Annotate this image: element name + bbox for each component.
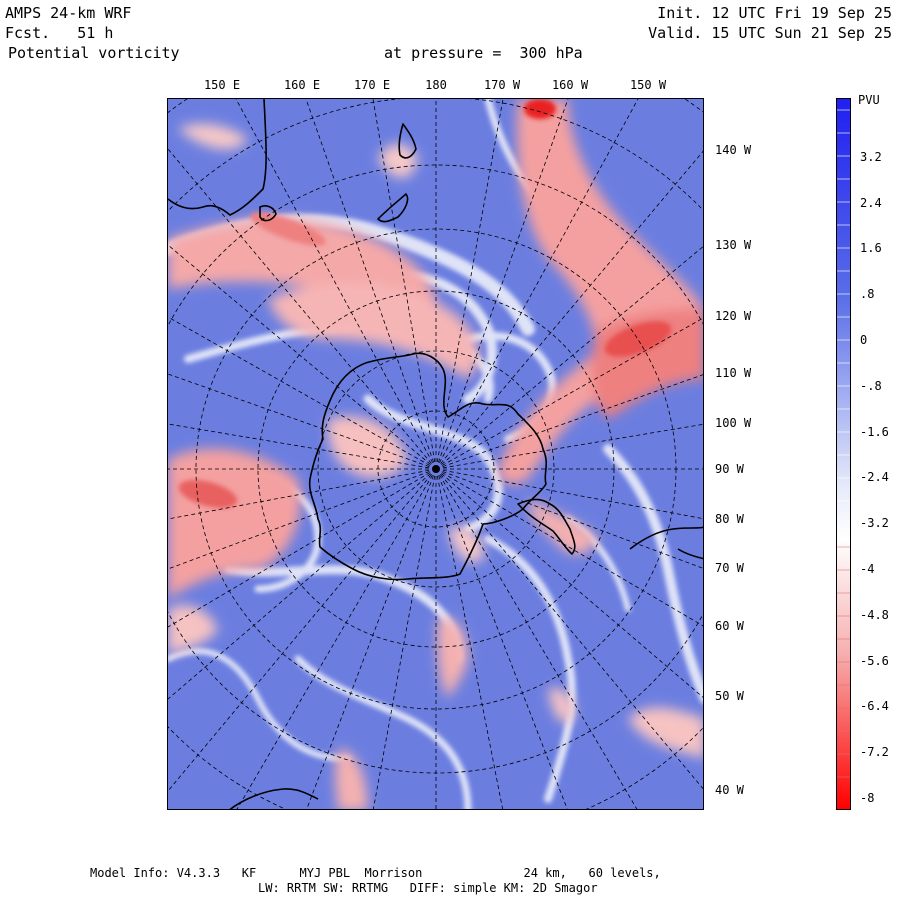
lon-label-right: 40 W [715,783,744,797]
new-zealand-north [398,123,417,159]
lon-label: 150 E [203,78,241,92]
model-info-line1: Model Info: V4.3.3 KF MYJ PBL Morrison 2… [90,866,661,880]
australia-coast [168,99,267,216]
colorbar [836,98,851,810]
south-america-tip [629,526,703,560]
pv-map-canvas [168,99,703,809]
tasmania [259,205,277,222]
field-name: Potential vorticity [8,44,180,62]
lon-label: 170 E [353,78,391,92]
colorbar-tick-label: -8 [860,791,875,805]
init-time: Init. 12 UTC Fri 19 Sep 25 [657,4,892,22]
coastlines [168,99,703,809]
lon-label-right: 140 W [715,143,752,157]
pv-map [167,98,704,810]
lon-label: 170 W [483,78,521,92]
lon-label-right: 60 W [715,619,744,633]
colorbar-tick-label: -5.6 [860,654,889,668]
lon-label: 150 W [629,78,667,92]
graticule [168,99,703,809]
colorbar-tick-label: -3.2 [860,516,889,530]
colorbar-tick-label: 1.6 [860,241,882,255]
africa-coast [229,788,319,809]
colorbar-tick-label: -2.4 [860,470,889,484]
lon-label: 180 [425,78,447,92]
lon-label: 160 E [283,78,321,92]
colorbar-tick-label: 3.2 [860,150,882,164]
valid-time: Valid. 15 UTC Sun 21 Sep 25 [648,24,892,42]
lon-label-right: 90 W [715,462,744,476]
new-zealand-south [377,193,409,223]
pressure-level: at pressure = 300 hPa [384,44,583,62]
colorbar-tick-label: -6.4 [860,699,889,713]
lon-label-right: 70 W [715,561,744,575]
colorbar-unit: PVU [858,93,880,107]
lon-label-right: 110 W [715,366,752,380]
colorbar-tick-label: 2.4 [860,196,882,210]
colorbar-tick-label: -4 [860,562,875,576]
colorbar-tick-label: -.8 [860,379,882,393]
lon-label-right: 100 W [715,416,752,430]
colorbar-tick-label: 0 [860,333,868,347]
lon-label-right: 130 W [715,238,752,252]
antarctic-peninsula [517,498,576,555]
colorbar-tick-label: .8 [860,287,875,301]
lon-label-right: 50 W [715,689,744,703]
lon-label: 160 W [551,78,589,92]
colorbar-swatches [837,99,850,809]
colorbar-tick-label: -1.6 [860,425,889,439]
model-title: AMPS 24-km WRF [5,4,132,22]
forecast-hour: Fcst. 51 h [5,24,114,42]
colorbar-tick-label: -4.8 [860,608,889,622]
model-info-line2: LW: RRTM SW: RRTMG DIFF: simple KM: 2D S… [258,881,598,895]
colorbar-tick-label: -7.2 [860,745,889,759]
lon-label-right: 80 W [715,512,744,526]
lon-label-right: 120 W [715,309,752,323]
